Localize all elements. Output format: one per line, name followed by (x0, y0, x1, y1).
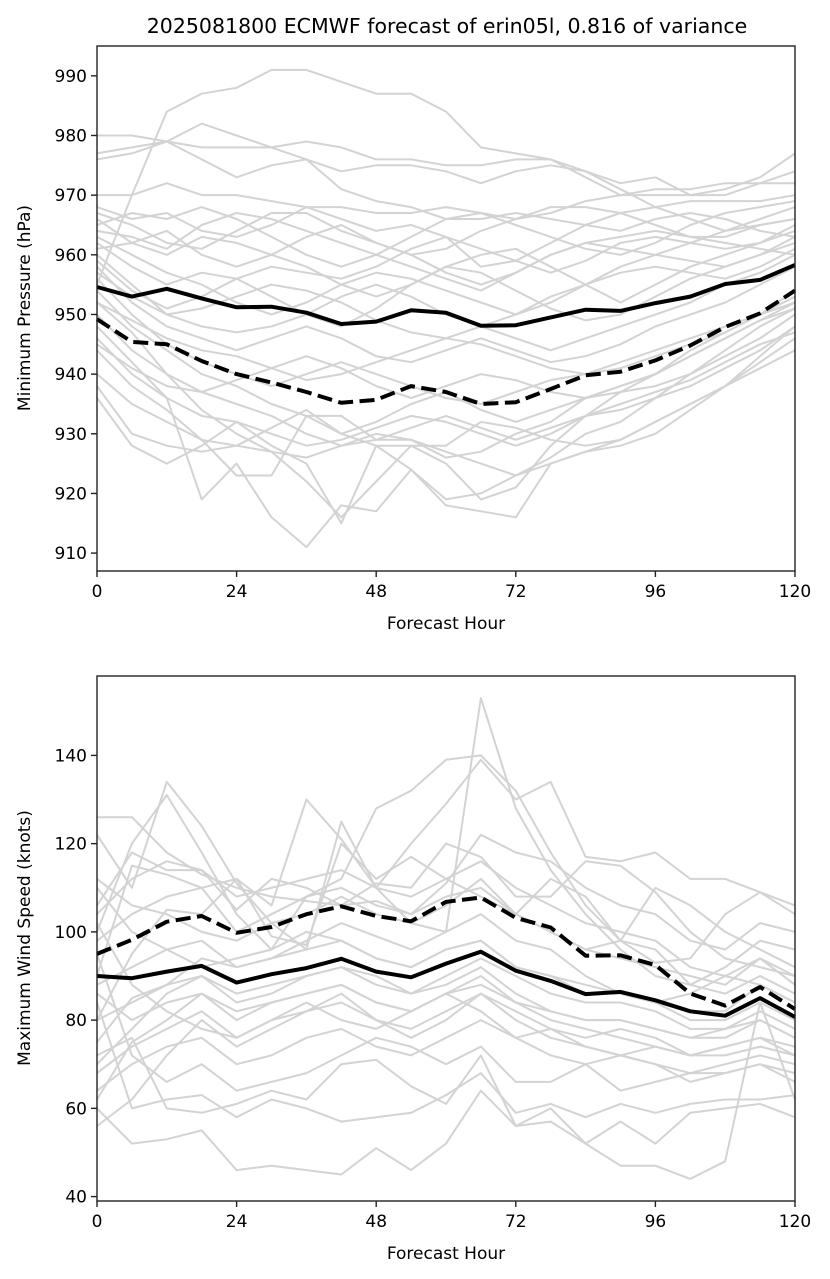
wind-y-ticks: 40 60 80 100 120 140 (55, 746, 97, 1208)
pressure-x-axis-label: Forecast Hour (387, 614, 505, 634)
wind-x-tick-label: 120 (779, 1212, 811, 1232)
pressure-member-line (96, 200, 796, 268)
pressure-plot-frame (96, 45, 796, 572)
pressure-y-tick-label: 990 (55, 67, 87, 87)
pressure-panel: 910 920 930 940 950 960 970 980 990 0 24 48 72 96 120… (15, 45, 811, 634)
wind-panel: 40 60 80 100 120 140 0 24 48 72 96 120 Forecast Ho… (15, 675, 811, 1264)
pressure-ensemble-mean-line (96, 263, 796, 328)
wind-member-line (96, 957, 796, 1030)
pressure-y-tick-label: 960 (55, 246, 87, 266)
pressure-member-line (96, 241, 796, 328)
wind-member-line (96, 939, 796, 1022)
pressure-member-line (96, 68, 796, 285)
pressure-member-line (97, 134, 796, 197)
pressure-y-tick-label: 910 (55, 544, 87, 564)
wind-member-line (96, 886, 796, 995)
pressure-y-tick-label: 970 (55, 186, 87, 206)
wind-leading-mode-line (96, 895, 797, 1011)
wind-x-tick-label: 24 (226, 1212, 248, 1232)
pressure-y-axis-label: Minimum Pressure (hPa) (15, 205, 35, 411)
wind-member-line (96, 1001, 796, 1180)
wind-member-line (96, 992, 796, 1074)
wind-y-tick-label: 40 (65, 1188, 87, 1208)
pressure-member-line (96, 337, 796, 453)
wind-x-tick-label: 96 (645, 1212, 667, 1232)
wind-y-tick-label: 80 (65, 1011, 87, 1031)
wind-y-tick-label: 100 (55, 923, 87, 943)
chart-title: 2025081800 ECMWF forecast of erin05l, 0.… (147, 14, 747, 38)
wind-member-line (96, 1036, 796, 1145)
wind-member-line (96, 860, 796, 986)
wind-y-tick-label: 140 (55, 746, 87, 766)
pressure-member-line (96, 325, 796, 549)
pressure-series (95, 263, 797, 406)
pressure-member-line (96, 307, 796, 399)
wind-y-tick-label: 60 (65, 1099, 87, 1119)
wind-x-ticks: 0 24 48 72 96 120 (92, 1201, 811, 1232)
wind-member-line (96, 1019, 796, 1092)
pressure-x-tick-label: 96 (645, 582, 667, 602)
wind-plot-frame (96, 675, 796, 1202)
pressure-x-tick-label: 0 (92, 582, 103, 602)
wind-y-axis-label: Maximum Wind Speed (knots) (15, 810, 35, 1066)
pressure-member-line (96, 307, 796, 525)
wind-member-line (96, 1002, 796, 1123)
pressure-member-line (97, 182, 795, 220)
pressure-x-ticks: 0 24 48 72 96 120 (92, 571, 811, 602)
pressure-member-line (96, 206, 796, 256)
pressure-member-line (96, 212, 796, 292)
pressure-y-ticks: 910 920 930 940 950 960 970 980 990 (55, 67, 97, 564)
wind-member-line (96, 754, 796, 964)
pressure-y-tick-label: 980 (55, 126, 87, 146)
wind-member-line (96, 913, 796, 1043)
pressure-y-tick-label: 950 (55, 305, 87, 325)
pressure-member-line (96, 206, 796, 286)
pressure-leading-mode-line (95, 288, 797, 406)
wind-ensemble-members (96, 697, 796, 1180)
pressure-x-tick-label: 120 (779, 582, 811, 602)
wind-member-line (96, 992, 796, 1127)
wind-x-tick-label: 72 (505, 1212, 527, 1232)
pressure-y-tick-label: 920 (55, 484, 87, 504)
pressure-member-line (96, 278, 796, 405)
pressure-y-tick-label: 930 (55, 425, 87, 445)
wind-series (96, 895, 797, 1019)
wind-y-tick-label: 120 (55, 835, 87, 855)
pressure-member-line (96, 236, 796, 316)
pressure-x-tick-label: 72 (505, 582, 527, 602)
pressure-member-line (96, 265, 796, 364)
pressure-x-tick-label: 24 (226, 582, 248, 602)
pressure-y-tick-label: 940 (55, 365, 87, 385)
wind-member-line (96, 842, 796, 977)
wind-member-line (96, 983, 796, 1039)
wind-x-tick-label: 48 (365, 1212, 387, 1232)
pressure-member-line (96, 301, 796, 477)
wind-ensemble-mean-line (96, 949, 796, 1019)
wind-x-tick-label: 0 (92, 1212, 103, 1232)
pressure-member-line (96, 289, 796, 382)
wind-x-axis-label: Forecast Hour (387, 1244, 505, 1264)
pressure-member-line (96, 313, 796, 447)
pressure-x-tick-label: 48 (365, 582, 387, 602)
